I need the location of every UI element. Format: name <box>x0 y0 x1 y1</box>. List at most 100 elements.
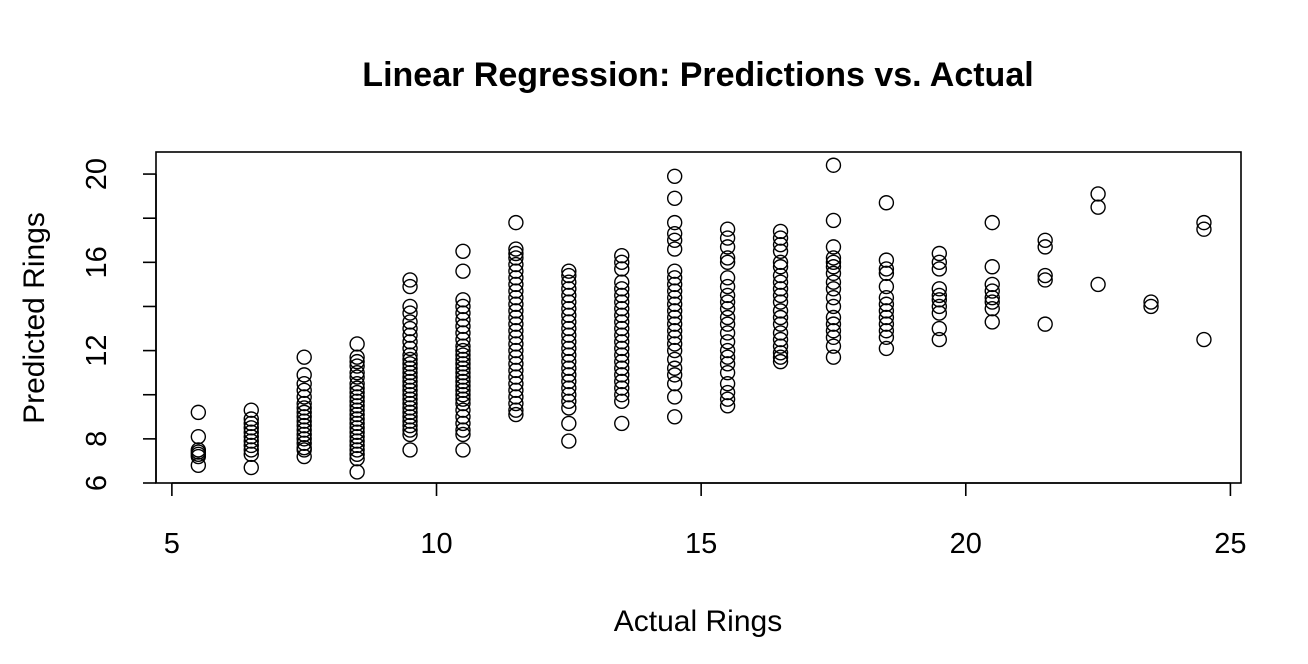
scatter-point <box>508 342 524 359</box>
scatter-point <box>349 376 365 392</box>
scatter-point <box>561 373 577 390</box>
scatter-point <box>772 338 789 354</box>
scatter-point <box>561 327 577 343</box>
scatter-point <box>455 331 471 348</box>
scatter-point <box>719 384 736 401</box>
scatter-point <box>719 254 736 271</box>
y-axis: 6 8 12 16 20 <box>81 158 157 491</box>
scatter-point <box>666 190 683 207</box>
scatter-point <box>825 212 842 229</box>
scatter-point <box>243 433 259 449</box>
scatter-point <box>455 347 471 363</box>
scatter-point <box>825 316 842 332</box>
scatter-point <box>878 195 895 211</box>
scatter-point <box>508 369 524 385</box>
scatter-point <box>243 411 259 427</box>
scatter-point <box>719 342 736 359</box>
scatter-point <box>296 367 312 383</box>
scatter-point <box>243 424 259 440</box>
scatter-point <box>243 459 259 476</box>
scatter-point <box>666 241 683 257</box>
scatter-point <box>455 351 471 368</box>
scatter-point <box>402 409 418 425</box>
scatter-point <box>508 303 524 319</box>
scatter-point <box>349 451 365 467</box>
scatter-point <box>772 267 789 284</box>
scatter-point <box>614 360 630 376</box>
scatter-point <box>349 402 365 418</box>
scatter-point <box>455 298 471 315</box>
scatter-point <box>719 270 736 286</box>
scatter-point <box>561 393 577 410</box>
scatter-point <box>349 358 365 374</box>
scatter-point <box>455 409 471 425</box>
scatter-point <box>614 300 630 317</box>
scatter-point <box>878 309 895 326</box>
scatter-point <box>561 300 577 317</box>
scatter-point <box>1196 214 1212 231</box>
scatter-point <box>402 395 418 412</box>
scatter-point <box>508 389 524 405</box>
scatter-point <box>719 334 736 350</box>
scatter-point <box>561 307 577 323</box>
scatter-point <box>561 294 577 310</box>
scatter-point <box>984 283 1000 299</box>
scatter-point <box>296 442 312 458</box>
scatter-point <box>614 334 630 350</box>
y-tick-label: 8 <box>81 431 113 447</box>
scatter-point <box>719 309 736 326</box>
scatter-point <box>1196 221 1212 237</box>
scatter-point <box>349 369 365 385</box>
scatter-point <box>349 446 365 463</box>
scatter-point <box>561 347 577 363</box>
scatter-point <box>508 356 524 372</box>
scatter-point <box>614 347 630 363</box>
scatter-point <box>561 287 577 304</box>
scatter-point <box>402 356 418 372</box>
scatter-point <box>455 263 471 279</box>
x-axis: 5 10 15 20 25 <box>164 482 1247 560</box>
scatter-point <box>984 259 1000 275</box>
scatter-point <box>666 342 683 359</box>
scatter-point <box>455 292 471 308</box>
scatter-point <box>455 364 471 381</box>
scatter-point <box>984 314 1000 330</box>
scatter-point <box>508 382 524 399</box>
scatter-point <box>349 380 365 396</box>
scatter-point <box>666 351 683 368</box>
scatter-point <box>402 298 418 315</box>
scatter-point <box>931 305 948 321</box>
scatter-point <box>719 398 736 414</box>
x-tick-label: 10 <box>420 528 452 560</box>
scatter-point <box>614 367 630 383</box>
scatter-point <box>508 316 524 332</box>
scatter-point <box>614 380 630 396</box>
scatter-point <box>349 384 365 401</box>
scatter-point <box>878 265 895 282</box>
scatter-point <box>455 373 471 390</box>
scatter-point <box>508 276 524 293</box>
scatter-point <box>561 387 577 403</box>
scatter-point <box>508 256 524 273</box>
scatter-point <box>349 411 365 427</box>
scatter-point <box>402 351 418 368</box>
scatter-point <box>349 349 365 365</box>
scatter-point <box>349 389 365 405</box>
scatter-point <box>243 446 259 463</box>
scatter-point <box>614 373 630 390</box>
scatter-point <box>984 294 1000 310</box>
scatter-point <box>614 261 630 277</box>
scatter-point <box>243 415 259 432</box>
scatter-point <box>508 323 524 339</box>
scatter-point <box>666 376 683 392</box>
scatter-point <box>772 353 789 370</box>
scatter-point <box>666 409 683 425</box>
scatter-point <box>719 230 736 246</box>
scatter-point <box>666 225 683 242</box>
scatter-point <box>296 448 312 465</box>
scatter-point <box>402 378 418 394</box>
scatter-point <box>455 356 471 372</box>
scatter-point <box>1037 267 1053 284</box>
scatter-point <box>561 267 577 284</box>
